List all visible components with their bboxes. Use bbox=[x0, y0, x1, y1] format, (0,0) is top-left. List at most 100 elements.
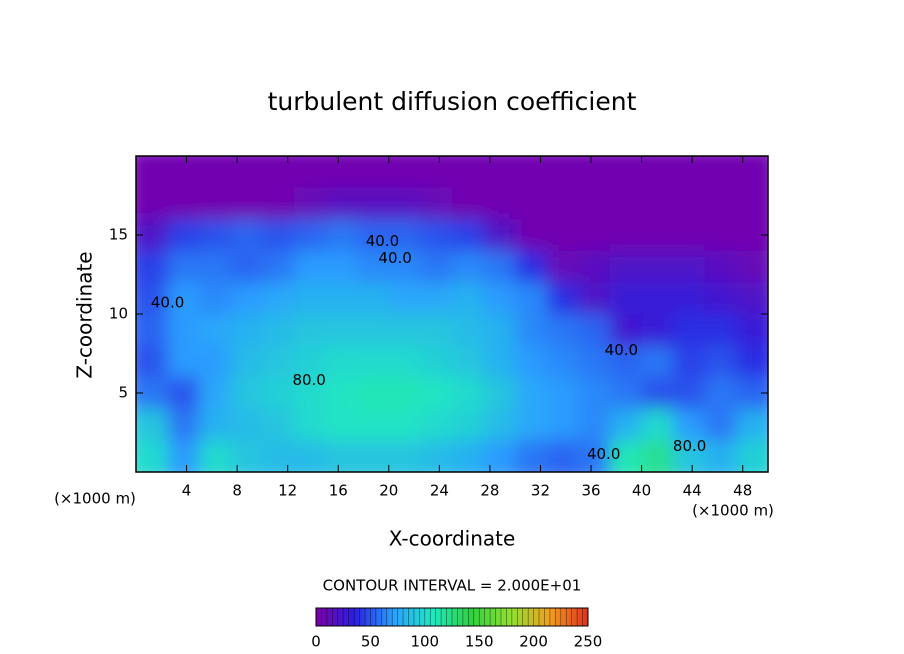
cell bbox=[641, 345, 674, 378]
cell bbox=[736, 345, 768, 378]
cell bbox=[515, 156, 548, 189]
cell bbox=[230, 440, 263, 472]
cell bbox=[230, 250, 263, 283]
x-tick-label: 48 bbox=[733, 482, 752, 500]
cell bbox=[546, 408, 579, 441]
cell bbox=[704, 282, 737, 315]
cell bbox=[736, 377, 768, 410]
cell bbox=[736, 250, 768, 283]
cell bbox=[452, 314, 485, 347]
cell bbox=[673, 219, 706, 252]
cell bbox=[388, 156, 421, 189]
cell bbox=[452, 250, 485, 283]
cell bbox=[546, 156, 579, 189]
cell bbox=[452, 219, 485, 252]
cell bbox=[610, 250, 643, 283]
cell bbox=[167, 440, 200, 472]
cell bbox=[230, 314, 263, 347]
cell bbox=[704, 377, 737, 410]
cell bbox=[262, 345, 295, 378]
cell bbox=[704, 219, 737, 252]
cell bbox=[546, 440, 579, 472]
cell bbox=[357, 282, 390, 315]
cell bbox=[673, 282, 706, 315]
cell bbox=[325, 250, 358, 283]
cell bbox=[641, 282, 674, 315]
cell bbox=[230, 187, 263, 220]
cell bbox=[483, 345, 516, 378]
cell bbox=[704, 345, 737, 378]
cell bbox=[578, 440, 611, 472]
cell bbox=[136, 187, 169, 220]
cell bbox=[230, 219, 263, 252]
cell bbox=[673, 156, 706, 189]
cell bbox=[294, 345, 327, 378]
cell bbox=[641, 156, 674, 189]
y-tick-label: 10 bbox=[109, 305, 128, 323]
cell bbox=[736, 282, 768, 315]
cell bbox=[515, 250, 548, 283]
cell bbox=[388, 282, 421, 315]
cell bbox=[515, 408, 548, 441]
cell bbox=[262, 250, 295, 283]
cell bbox=[357, 440, 390, 472]
cell bbox=[199, 219, 232, 252]
cell bbox=[167, 408, 200, 441]
field bbox=[136, 156, 768, 472]
cell bbox=[136, 408, 169, 441]
cell bbox=[388, 440, 421, 472]
y-axis-label: Z-coordinate bbox=[73, 251, 97, 378]
cell bbox=[610, 377, 643, 410]
cell bbox=[357, 156, 390, 189]
x-tick-label: 4 bbox=[182, 482, 192, 500]
colorbar-tick-label: 150 bbox=[465, 633, 494, 651]
cell bbox=[167, 219, 200, 252]
x-tick-label: 16 bbox=[329, 482, 348, 500]
cell bbox=[167, 187, 200, 220]
cell bbox=[483, 282, 516, 315]
cell bbox=[673, 440, 706, 472]
cell bbox=[357, 187, 390, 220]
cell bbox=[230, 377, 263, 410]
cell bbox=[325, 314, 358, 347]
cell bbox=[610, 282, 643, 315]
cell bbox=[420, 282, 453, 315]
cell bbox=[262, 156, 295, 189]
cell bbox=[325, 282, 358, 315]
cell bbox=[736, 219, 768, 252]
cell bbox=[673, 187, 706, 220]
cell bbox=[199, 408, 232, 441]
cell bbox=[736, 440, 768, 472]
cell bbox=[136, 440, 169, 472]
cell bbox=[136, 314, 169, 347]
cell bbox=[641, 408, 674, 441]
cell bbox=[452, 345, 485, 378]
cell bbox=[420, 219, 453, 252]
colorbar-tick-label: 0 bbox=[311, 633, 321, 651]
cell bbox=[136, 250, 169, 283]
cell bbox=[673, 408, 706, 441]
cell bbox=[704, 250, 737, 283]
cell bbox=[578, 187, 611, 220]
cell bbox=[167, 314, 200, 347]
x-tick-label: 12 bbox=[278, 482, 297, 500]
chart-title: turbulent diffusion coefficient bbox=[268, 87, 637, 116]
cell bbox=[262, 314, 295, 347]
cell bbox=[546, 345, 579, 378]
cell bbox=[294, 377, 327, 410]
cell bbox=[357, 314, 390, 347]
cell bbox=[420, 345, 453, 378]
x-tick-label: 24 bbox=[430, 482, 449, 500]
cell bbox=[136, 156, 169, 189]
x-unit-label: (×1000 m) bbox=[54, 490, 136, 508]
cell bbox=[199, 250, 232, 283]
cell bbox=[199, 282, 232, 315]
x-tick-label: 36 bbox=[581, 482, 600, 500]
contour-label: 80.0 bbox=[673, 437, 706, 455]
cell bbox=[578, 345, 611, 378]
cell bbox=[515, 219, 548, 252]
cell bbox=[388, 408, 421, 441]
cell bbox=[641, 440, 674, 472]
cell bbox=[736, 408, 768, 441]
cell bbox=[546, 219, 579, 252]
